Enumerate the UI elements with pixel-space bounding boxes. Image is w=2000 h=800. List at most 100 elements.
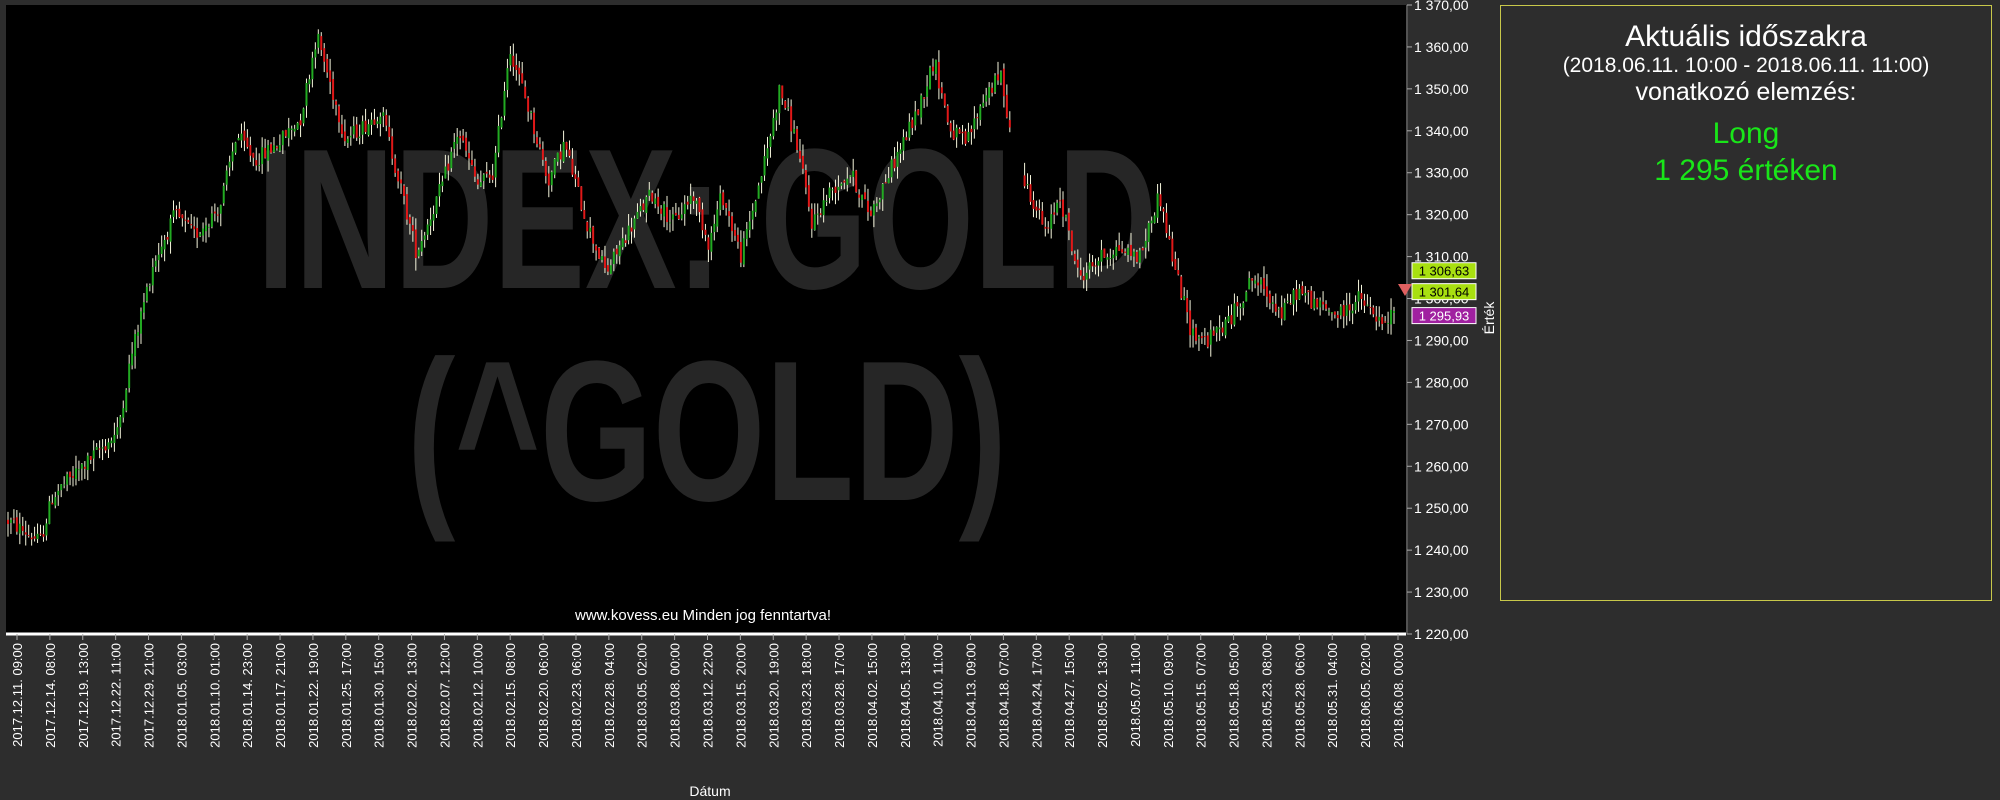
candle-body bbox=[12, 518, 15, 520]
candle-body bbox=[719, 193, 722, 211]
candle-body bbox=[1053, 212, 1056, 215]
candle-body bbox=[104, 446, 107, 451]
candle-body bbox=[33, 536, 36, 539]
candle-body bbox=[329, 70, 332, 82]
copyright-text: www.kovess.eu Minden jog fenntartva! bbox=[574, 607, 831, 624]
candle-body bbox=[671, 214, 674, 220]
candle-body bbox=[1239, 306, 1242, 309]
candle-body bbox=[473, 166, 476, 177]
candle-body bbox=[323, 48, 326, 62]
candle-body bbox=[822, 200, 825, 216]
candle-body bbox=[1171, 238, 1174, 262]
x-tick-label: 2018.02.15. 08:00 bbox=[503, 643, 518, 748]
candle-body bbox=[577, 177, 580, 187]
candle-body bbox=[547, 173, 550, 186]
candle-body bbox=[107, 442, 110, 450]
panel-title: Aktuális időszakra bbox=[1625, 20, 1867, 53]
candle-body bbox=[219, 205, 222, 214]
candle-body bbox=[934, 60, 937, 75]
candle-body bbox=[991, 87, 994, 93]
candle-body bbox=[538, 144, 541, 148]
candle-body bbox=[302, 108, 305, 124]
candle-body bbox=[270, 144, 273, 153]
candle-body bbox=[125, 389, 128, 411]
candle-body bbox=[1056, 202, 1059, 213]
candle-body bbox=[1260, 279, 1263, 285]
candle-body bbox=[314, 49, 317, 58]
candle-body bbox=[920, 95, 923, 118]
candle-body bbox=[1322, 301, 1325, 305]
candle-body bbox=[1132, 251, 1135, 257]
candle-body bbox=[1327, 310, 1330, 312]
candle-body bbox=[86, 455, 89, 471]
x-tick-label: 2018.03.20. 19:00 bbox=[766, 643, 781, 748]
x-tick-label: 2018.03.28. 17:00 bbox=[832, 643, 847, 748]
candle-body bbox=[1384, 321, 1387, 323]
candle-body bbox=[861, 194, 864, 201]
x-tick-label: 2018.05.02. 13:00 bbox=[1095, 643, 1110, 748]
candle-body bbox=[1206, 335, 1209, 347]
candle-body bbox=[1215, 327, 1218, 333]
candle-body bbox=[745, 228, 748, 240]
candle-body bbox=[1106, 257, 1109, 260]
candle-body bbox=[1330, 312, 1333, 314]
candle-body bbox=[899, 149, 902, 154]
candle-body bbox=[349, 135, 352, 138]
candle-body bbox=[701, 209, 704, 231]
candle-body bbox=[1224, 319, 1227, 336]
candle-body bbox=[598, 247, 601, 259]
candle-body bbox=[281, 131, 284, 146]
candle-body bbox=[521, 73, 524, 84]
candle-body bbox=[512, 55, 515, 67]
candle-body bbox=[1277, 308, 1280, 310]
candle-body bbox=[485, 171, 488, 174]
candle-body bbox=[852, 170, 855, 177]
candle-body bbox=[397, 170, 400, 182]
x-tick-label: 2017.12.11. 09:00 bbox=[10, 643, 25, 747]
candle-body bbox=[320, 36, 323, 51]
candle-body bbox=[878, 199, 881, 203]
candle-body bbox=[494, 152, 497, 178]
candle-body bbox=[488, 174, 491, 178]
candle-body bbox=[704, 229, 707, 235]
candle-body bbox=[917, 109, 920, 115]
candle-body bbox=[228, 161, 231, 168]
candle-body bbox=[1059, 200, 1062, 202]
candle-body bbox=[875, 203, 878, 207]
candle-body bbox=[601, 255, 603, 260]
candle-body bbox=[172, 210, 175, 218]
candle-body bbox=[1262, 278, 1265, 290]
candle-body bbox=[408, 217, 411, 224]
candle-body bbox=[213, 211, 216, 214]
candle-body bbox=[866, 200, 869, 213]
candle-body bbox=[872, 204, 875, 216]
candle-body bbox=[1112, 254, 1115, 259]
x-axis-title: Dátum bbox=[689, 783, 730, 799]
candle-body bbox=[1357, 291, 1360, 302]
candle-body bbox=[1212, 330, 1215, 336]
candle-body bbox=[1354, 301, 1357, 311]
candle-body bbox=[1109, 258, 1112, 260]
candle-body bbox=[1200, 336, 1203, 339]
candle-body bbox=[435, 196, 438, 215]
candle-body bbox=[609, 265, 612, 274]
candle-body bbox=[63, 484, 66, 486]
candle-body bbox=[95, 446, 98, 450]
candle-body bbox=[438, 184, 441, 197]
candle-body bbox=[967, 131, 970, 142]
y-tick-label: 1 320,00 bbox=[1414, 207, 1469, 223]
candle-body bbox=[707, 237, 710, 250]
x-tick-label: 2018.02.02. 13:00 bbox=[405, 643, 420, 748]
candle-body bbox=[946, 105, 949, 123]
candle-body bbox=[1073, 253, 1076, 262]
candle-body bbox=[621, 238, 624, 248]
candle-body bbox=[160, 246, 163, 254]
candle-body bbox=[119, 416, 122, 428]
x-tick-label: 2018.02.07. 12:00 bbox=[437, 643, 452, 748]
candle-body bbox=[692, 196, 695, 201]
candle-body bbox=[958, 129, 961, 134]
candle-body bbox=[1079, 270, 1082, 276]
candle-body bbox=[352, 125, 355, 135]
candle-body bbox=[1008, 119, 1011, 128]
candle-body bbox=[447, 163, 450, 171]
